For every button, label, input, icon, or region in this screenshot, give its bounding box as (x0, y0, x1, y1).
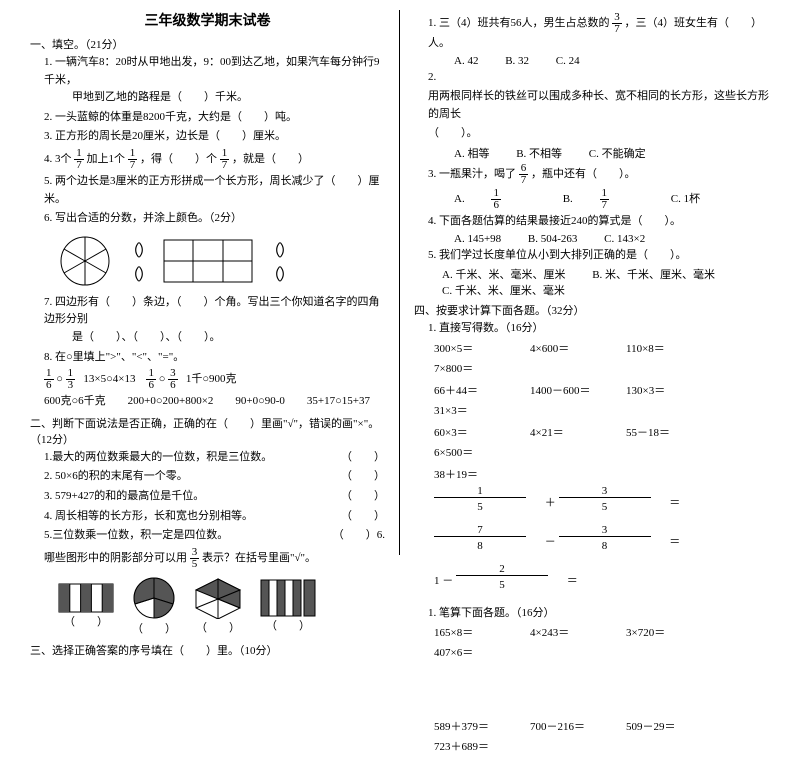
q8r1-t2: 1千○900克 (186, 373, 237, 385)
q1-line1: 1. 一辆汽车8：20时从甲地出发，9：00到达乙地，如果汽车每分钟行9千米， (44, 56, 380, 86)
frac-1-7-b: 17 (128, 148, 138, 171)
sub1: 1. 直接写得数。（16分） (428, 320, 769, 338)
calc-row-4: 38＋19＝ 15 ＋ 35 ＝ 78 － 38 ＝ 1 － 25 ＝ (434, 466, 769, 603)
sub2: 1. 笔算下面各题。（16分） (428, 605, 769, 623)
exam-title: 三年级数学期末试卷 (30, 10, 385, 30)
calc-row-2: 66＋44＝1400－600＝130×3＝31×3＝ (434, 382, 769, 422)
shade-fig-4: （ ） (260, 579, 316, 633)
shade-a: 哪些图形中的阴影部分可以用 (44, 552, 187, 564)
frac-1-6b: 16 (146, 368, 156, 391)
q7b: 是（ ）、（ ）、（ ）。 (72, 331, 221, 343)
shade-fig-3: （ ） (194, 577, 242, 635)
q6: 6. 写出合适的分数，并涂上颜色。（2分） (44, 210, 385, 228)
pie-6-icon (58, 234, 112, 288)
left-column: 三年级数学期末试卷 一、填空。（21分） 1. 一辆汽车8：20时从甲地出发，9… (20, 10, 395, 555)
q4-b: 加上1个 (87, 153, 126, 165)
shade-fig-1: （ ） (58, 583, 114, 629)
q1-line2: 甲地到乙地的路程是（ ）千米。 (72, 91, 248, 103)
q1: 1. 一辆汽车8：20时从甲地出发，9：00到达乙地，如果汽车每分钟行9千米， … (44, 54, 385, 107)
r-q5: 5. 我们学过长度单位从小到大排列正确的是（ ）。 (428, 247, 769, 265)
r-q2: 2. (428, 69, 769, 87)
calc-row-1: 300×5＝4×600＝110×8＝7×800＝ (434, 340, 769, 380)
shade-figures: （ ） （ ） （ ） （ ） (58, 576, 385, 636)
j4: 4. 周长相等的长方形，长和宽也分别相等。（ ） (44, 508, 385, 526)
r-q3-opts: A. 16 B. 17 C. 1杯 (454, 188, 769, 211)
frac-6-7: 67 (519, 163, 529, 186)
q7: 7. 四边形有（ ）条边，（ ）个角。写出三个你知道名字的四角边形分别 是（ ）… (44, 294, 385, 347)
r-q2c: （ ）。 (428, 125, 769, 143)
r-q1: 1. 三（4）班共有56人，男生占总数的 37 ，三（4）班女生有（ ）人。 (428, 12, 769, 53)
frac-3-6: 36 (168, 368, 178, 391)
q2: 2. 一头蓝鲸的体重是8200千克，大约是（ ）吨。 (44, 109, 385, 127)
calc-row-5: 165×8＝4×243＝3×720＝407×6＝ (434, 624, 769, 664)
frac-1-6: 16 (44, 368, 54, 391)
j1: 1.最大的两位数乘最大的一位数，积是三位数。（ ） (44, 449, 385, 467)
shade-fig-2: （ ） (132, 576, 176, 636)
r-q2b: 用两根同样长的铁丝可以围成多种长、宽不相同的长方形，这些长方形的周长 (428, 88, 769, 123)
section-2-heading: 二、判断下面说法是否正确，正确的在（ ）里画"√"，错误的画"×"。（12分） (30, 415, 385, 447)
brace-1: （ ）（ ） (124, 237, 151, 285)
column-divider (399, 10, 400, 555)
q4-c: ，得（ ）个 (140, 153, 217, 165)
section-1-heading: 一、填空。（21分） (30, 36, 385, 52)
page-root: 三年级数学期末试卷 一、填空。（21分） 1. 一辆汽车8：20时从甲地出发，9… (0, 0, 799, 565)
shade-question: 哪些图形中的阴影部分可以用 35 表示？在括号里画"√"。 (44, 547, 385, 570)
q4-d: ，就是（ ） (232, 153, 309, 165)
frac-3-5: 35 (190, 547, 200, 570)
j5: 5.三位数乘一位数，积一定是四位数。（ ）6. (44, 527, 385, 545)
r-q4: 4. 下面各题估算的结果最接近240的算式是（ ）。 (428, 213, 769, 231)
q8-row2: 600克○6千克 200+0○200+800×2 90+0○90-0 35+17… (44, 393, 385, 411)
r-q2-opts: A. 相等 B. 不相等 C. 不能确定 (454, 145, 769, 161)
frac-1-7-c: 17 (220, 148, 230, 171)
right-column: 1. 三（4）班共有56人，男生占总数的 37 ，三（4）班女生有（ ）人。 A… (404, 10, 779, 555)
brace-2: （ ）（ ） (265, 237, 292, 285)
q3: 3. 正方形的周长是20厘米，边长是（ ）厘米。 (44, 128, 385, 146)
r-q3: 3. 一瓶果汁，喝了 67 ，瓶中还有（ ）。 (428, 163, 769, 186)
section-4-heading: 四、按要求计算下面各题。（32分） (414, 302, 769, 318)
q4: 4. 3个 17 加上1个 17 ，得（ ）个 17 ，就是（ ） (44, 148, 385, 171)
j3: 3. 579+427的和的最高位是千位。（ ） (44, 488, 385, 506)
shade-b: 表示？在括号里画"√"。 (202, 552, 316, 564)
calc-row-3: 60×3＝4×21＝55－18＝6×500＝ (434, 424, 769, 464)
frac-1-3: 13 (66, 368, 76, 391)
j2: 2. 50×6的积的末尾有一个零。（ ） (44, 468, 385, 486)
q8-row1: 16 ○ 13 13×5○4×13 16 ○ 36 1千○900克 (44, 368, 385, 391)
q4-a: 4. 3个 (44, 153, 72, 165)
rect-grid-icon (163, 239, 253, 283)
workspace-gap-1 (414, 666, 769, 716)
frac-1-7-a: 17 (74, 148, 84, 171)
section-3-heading: 三、选择正确答案的序号填在（ ）里。（10分） (30, 642, 385, 658)
calc-row-6: 589＋379＝700－216＝509－29＝723＋689＝ (434, 718, 769, 758)
r-q5-opts: A. 千米、米、毫米、厘米 B. 米、千米、厘米、毫米 C. 千米、米、厘米、毫… (442, 266, 769, 298)
q5: 5. 两个边长是3厘米的正方形拼成一个长方形，周长减少了（ ）厘米。 (44, 173, 385, 208)
q7a: 7. 四边形有（ ）条边，（ ）个角。写出三个你知道名字的四角边形分别 (44, 296, 380, 326)
q8r1-t1: 13×5○4×13 (83, 373, 135, 385)
q6-figures: （ ）（ ） （ ）（ ） (58, 234, 385, 288)
q8: 8. 在○里填上">"、"<"、"="。 (44, 349, 385, 367)
r-q1-opts: A. 42 B. 32 C. 24 (454, 55, 769, 67)
r-q4-opts: A. 145+98 B. 504-263 C. 143×2 (454, 233, 769, 245)
frac-3-7: 37 (612, 12, 622, 35)
